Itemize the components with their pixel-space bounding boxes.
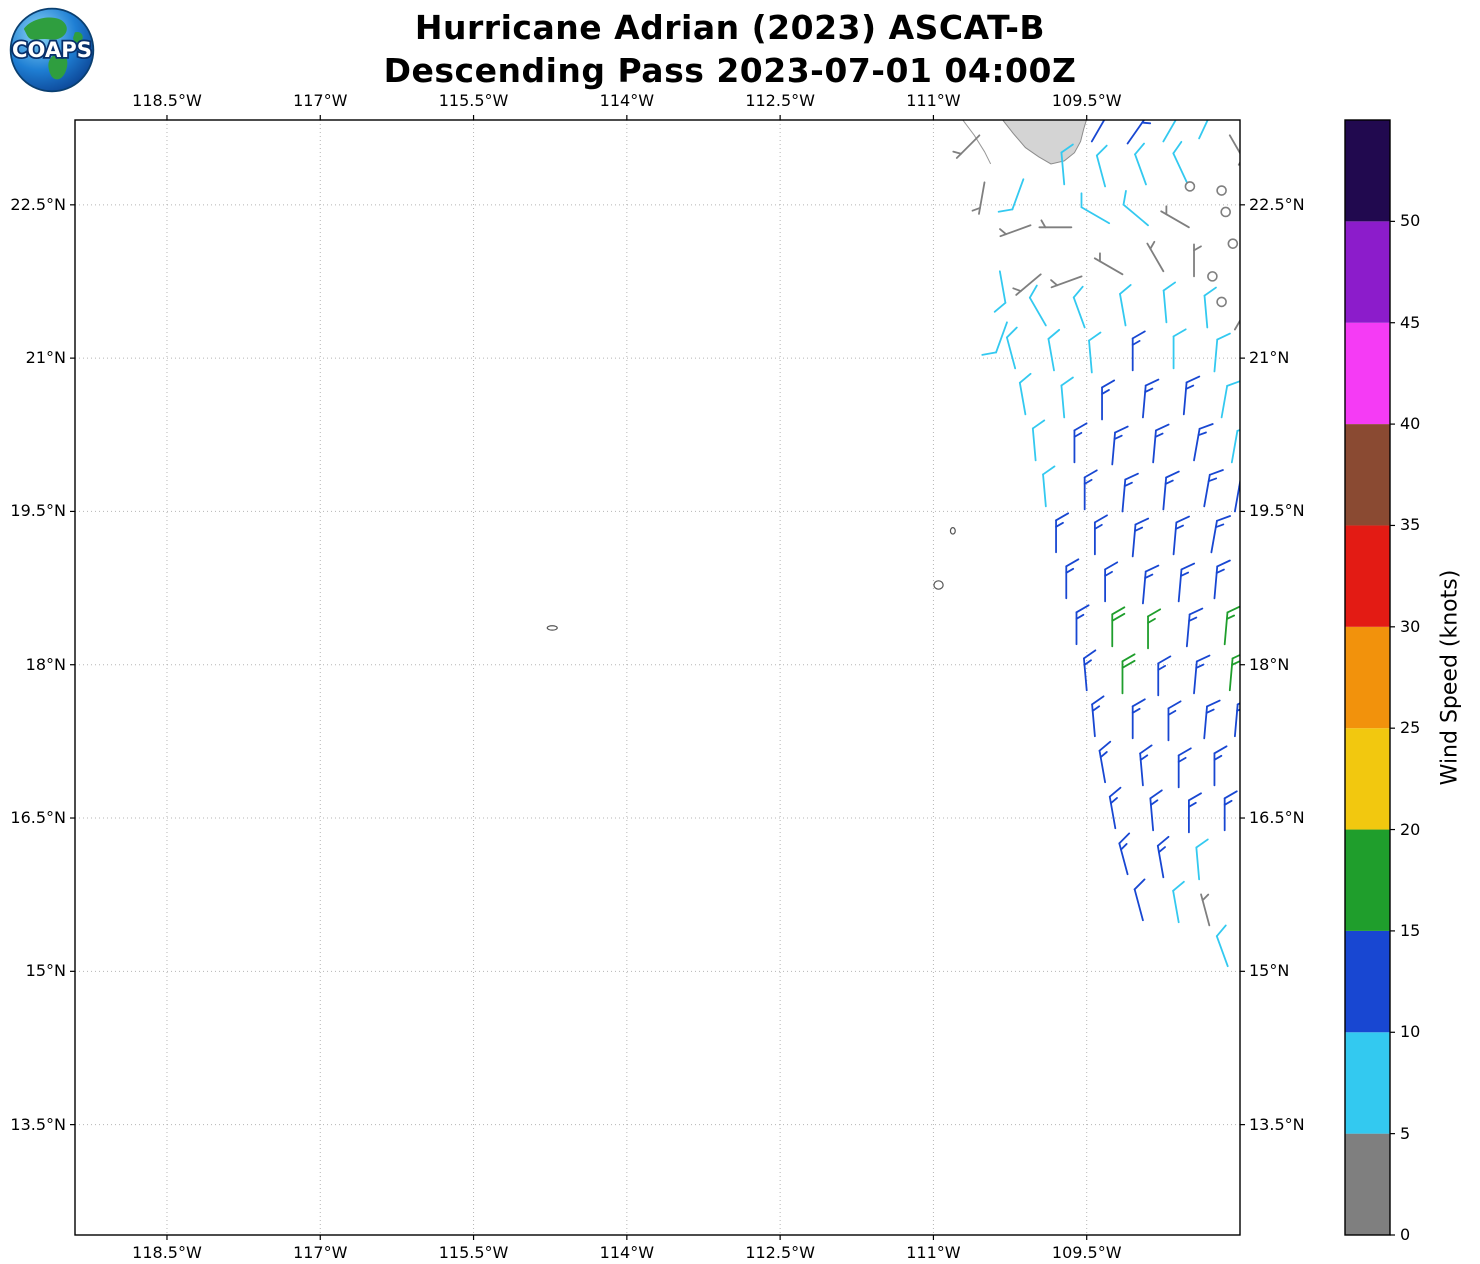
x-tick-label-bottom: 117°W: [293, 1243, 348, 1262]
y-tick-label-right: 13.5°N: [1249, 1114, 1305, 1134]
colorbar-tick-label: 40: [1400, 414, 1421, 434]
x-tick-label-bottom: 118.5°W: [132, 1243, 202, 1262]
y-tick-label-right: 22.5°N: [1249, 194, 1305, 214]
y-tick-label-left: 18°N: [25, 654, 66, 674]
x-tick-label-bottom: 109.5°W: [1051, 1243, 1122, 1262]
plot-border: [74, 119, 1241, 1236]
y-tick-label-left: 21°N: [25, 348, 66, 368]
colorbar-label: Wind Speed (knots): [1437, 569, 1463, 786]
x-tick-label-top: 111°W: [906, 91, 961, 110]
x-tick-label-bottom: 112.5°W: [745, 1243, 815, 1262]
wind-barbs: [952, 120, 1240, 968]
y-tick-label-right: 21°N: [1249, 348, 1290, 368]
calm-wind-circle: [1227, 238, 1239, 249]
calm-wind-circle: [1216, 185, 1227, 196]
x-tick-label-bottom: 111°W: [906, 1243, 961, 1262]
axis-ticks: [70, 115, 1245, 1240]
calm-wind-circle: [1220, 206, 1231, 218]
y-tick-label-left: 15°N: [25, 961, 66, 981]
colorbar-border: [1344, 119, 1391, 1236]
y-tick-label-right: 18°N: [1249, 654, 1290, 674]
y-tick-label-right: 15°N: [1249, 961, 1290, 981]
colorbar-tick-label: 20: [1400, 819, 1421, 839]
y-tick-label-right: 16.5°N: [1249, 808, 1305, 828]
colorbar-tick-label: 45: [1400, 312, 1421, 332]
coaps-globe-icon: COAPS: [9, 7, 95, 93]
gridlines: [75, 120, 1240, 1235]
colorbar: [1344, 119, 1395, 1236]
colorbar-tick-label: 10: [1400, 1022, 1421, 1042]
colorbar-segments: [1345, 120, 1390, 1235]
coast-contour: [962, 120, 992, 165]
chart-title: Hurricane Adrian (2023) ASCAT-B Descendi…: [0, 6, 1460, 92]
colorbar-tick-label: 15: [1400, 920, 1421, 940]
y-tick-label-right: 19.5°N: [1249, 501, 1305, 521]
colorbar-label-wrap: Wind Speed (knots): [1420, 120, 1480, 1235]
colorbar-ticks: [1390, 220, 1395, 1236]
x-tick-label-top: 118.5°W: [132, 91, 202, 110]
coaps-logo-text: COAPS: [12, 37, 92, 62]
map-plot: [70, 115, 1245, 1240]
x-tick-label-top: 109.5°W: [1051, 91, 1122, 110]
colorbar-tick-label: 25: [1400, 718, 1421, 738]
chart-title-line2: Descending Pass 2023-07-01 04:00Z: [383, 51, 1077, 90]
colorbar-tick-label: 0: [1400, 1225, 1411, 1244]
calm-wind-circle: [1207, 271, 1218, 282]
y-tick-label-left: 16.5°N: [10, 808, 66, 828]
island-outline: [546, 625, 558, 631]
y-tick-label-left: 13.5°N: [10, 1114, 66, 1134]
chart-title-line1: Hurricane Adrian (2023) ASCAT-B: [414, 8, 1046, 47]
x-tick-label-top: 112.5°W: [745, 91, 815, 110]
baja-california-land: [1002, 120, 1087, 165]
calm-wind-circle: [1184, 181, 1196, 192]
colorbar-tick-label: 5: [1400, 1123, 1411, 1143]
x-tick-label-bottom: 115.5°W: [438, 1243, 509, 1262]
x-tick-label-top: 117°W: [293, 91, 348, 110]
y-tick-label-left: 22.5°N: [10, 194, 66, 214]
coastlines: [546, 120, 1087, 631]
colorbar-tick-label: 35: [1400, 515, 1421, 535]
x-tick-label-top: 115.5°W: [438, 91, 509, 110]
calm-wind-circle: [1216, 296, 1227, 308]
y-tick-label-left: 19.5°N: [10, 501, 66, 521]
island-outline: [949, 527, 956, 535]
x-tick-label-top: 114°W: [599, 91, 655, 110]
colorbar-tick-label: 50: [1400, 211, 1421, 231]
island-outline: [933, 580, 944, 590]
x-tick-label-bottom: 114°W: [599, 1243, 655, 1262]
colorbar-tick-label: 30: [1400, 616, 1421, 636]
coaps-logo: COAPS: [8, 6, 96, 94]
